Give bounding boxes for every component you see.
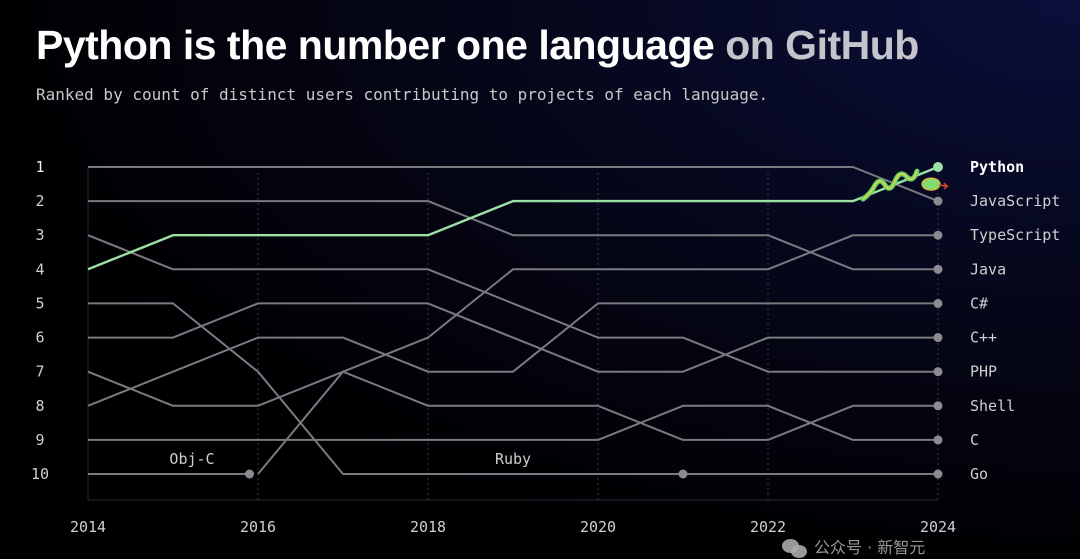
series-line-javascript <box>88 166 939 203</box>
y-tick-label: 9 <box>35 431 44 449</box>
python-snake-icon <box>860 168 950 202</box>
series-dot-shell <box>933 401 943 411</box>
series-dot-java <box>933 264 943 274</box>
series-label-php: PHP <box>970 363 997 381</box>
series-line-csharp <box>87 302 938 407</box>
series-dot-csharp <box>933 298 943 308</box>
watermark-text: 公众号 · 新智元 <box>814 538 926 557</box>
title-muted: on GitHub <box>725 22 919 68</box>
y-tick-label: 8 <box>35 397 44 415</box>
snake-head <box>921 177 941 191</box>
series-dot-obj-c <box>245 469 254 479</box>
series-label-typescript: TypeScript <box>970 226 1060 244</box>
x-tick-label: 2016 <box>240 518 276 536</box>
series-label-python: Python <box>970 158 1024 176</box>
y-tick-label: 1 <box>35 158 44 176</box>
series-label-javascript: JavaScript <box>970 192 1060 210</box>
x-tick-label: 2020 <box>580 518 616 536</box>
series-lines <box>87 165 939 475</box>
chart-subtitle: Ranked by count of distinct users contri… <box>36 85 769 104</box>
inline-label-obj-c: Obj-C <box>169 450 214 468</box>
y-tick-label: 5 <box>35 294 44 312</box>
series-line-c <box>88 404 938 441</box>
series-label-c: C <box>970 431 979 449</box>
series-dot-ruby <box>678 469 688 479</box>
series-line-shell <box>87 370 938 441</box>
series-line-typescript <box>257 234 938 475</box>
y-tick-label: 2 <box>35 192 44 210</box>
series-dot-javascript <box>933 196 943 206</box>
series-label-cpp: C++ <box>970 329 997 347</box>
y-tick-label: 6 <box>35 329 44 347</box>
series-label-shell: Shell <box>970 397 1015 415</box>
series-line-python <box>87 165 939 271</box>
series-dot-cpp <box>933 333 943 343</box>
series-dot-go <box>933 469 943 479</box>
series-dot-python <box>933 162 943 172</box>
title-main: Python is the number one language <box>36 22 726 68</box>
x-tick-label: 2022 <box>750 518 786 536</box>
series-dot-typescript <box>933 230 943 240</box>
y-tick-label: 4 <box>35 260 44 278</box>
y-tick-label: 3 <box>35 226 44 244</box>
chart-title: Python is the number one language on Git… <box>36 22 919 69</box>
series-line-java <box>88 200 938 271</box>
series-dot-c <box>933 435 943 445</box>
y-tick-label: 7 <box>35 363 44 381</box>
series-label-java: Java <box>970 260 1006 278</box>
x-tick-label: 2018 <box>410 518 446 536</box>
series-line-ruby <box>88 302 683 475</box>
series-label-csharp: C# <box>970 294 988 312</box>
wechat-icon <box>782 538 808 558</box>
snake-stripe <box>862 170 918 200</box>
series-line-php <box>87 234 938 373</box>
labels-layer: 2014 2016 2018 2020 2022 202412345678910JavaS… <box>31 158 1060 536</box>
grid-layer <box>87 167 939 501</box>
watermark: 公众号 · 新智元 <box>782 538 925 558</box>
x-tick-label: 2014 <box>70 518 106 536</box>
series-line-cpp <box>88 302 938 373</box>
snake-tongue <box>938 182 950 190</box>
series-dots <box>245 162 943 479</box>
series-label-go: Go <box>970 465 988 483</box>
inline-label-ruby: Ruby <box>495 450 531 468</box>
y-tick-label: 10 <box>31 465 49 483</box>
x-tick-label: 2024 <box>920 518 956 536</box>
series-dot-php <box>933 367 943 377</box>
